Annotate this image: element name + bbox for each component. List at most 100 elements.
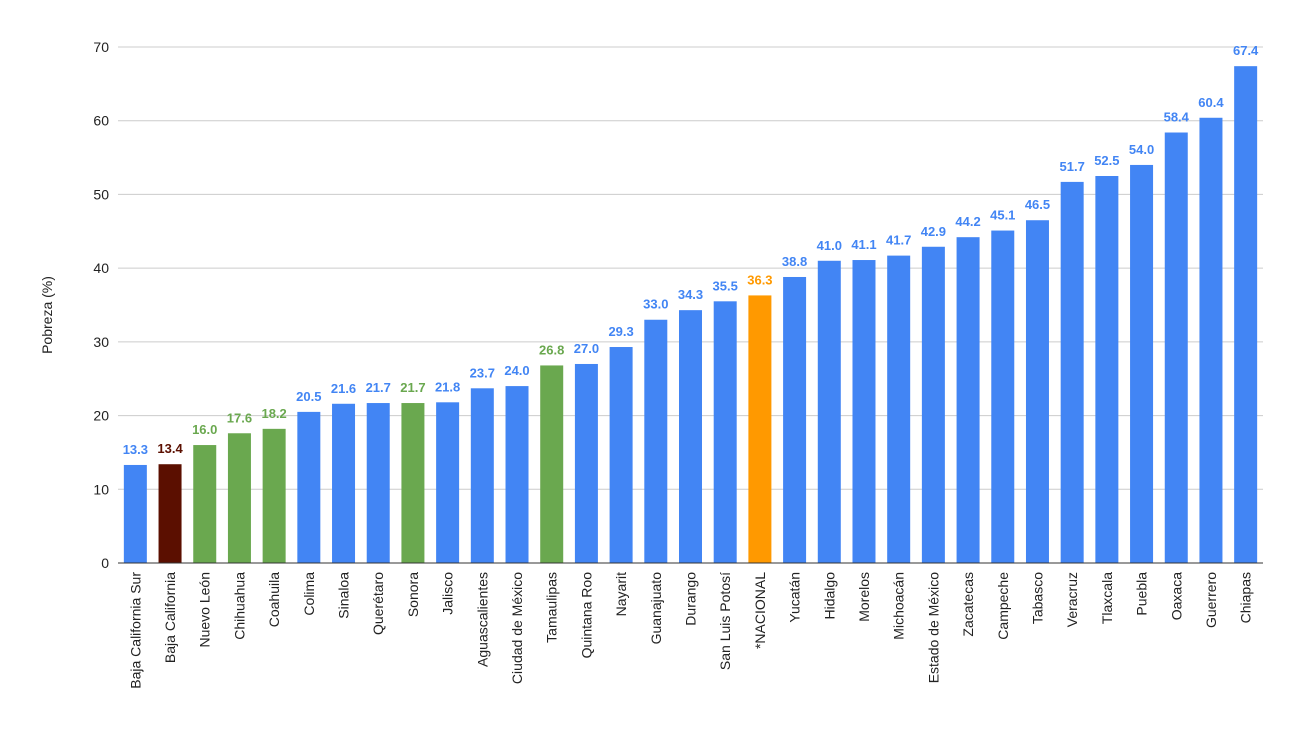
category-label: Chihuahua <box>231 572 247 640</box>
category-label: Baja California <box>162 572 178 663</box>
data-label: 24.0 <box>504 363 529 378</box>
bar <box>956 237 980 563</box>
bar <box>332 403 356 563</box>
bar <box>713 301 737 563</box>
data-label: 35.5 <box>713 278 738 293</box>
category-label: Sinaloa <box>336 572 352 619</box>
data-label: 58.4 <box>1164 110 1190 125</box>
data-label: 54.0 <box>1129 142 1154 157</box>
data-label: 51.7 <box>1060 159 1085 174</box>
category-label: *NACIONAL <box>752 572 768 649</box>
y-tick-label: 30 <box>93 334 109 350</box>
bar <box>1025 220 1049 563</box>
bar <box>436 402 460 563</box>
category-label: Zacatecas <box>960 572 976 637</box>
bar <box>1130 164 1154 563</box>
category-label: Hidalgo <box>821 572 837 620</box>
category-label: Quintana Roo <box>578 572 594 659</box>
bar <box>1060 181 1084 563</box>
bar <box>817 260 841 563</box>
category-label: Puebla <box>1134 572 1150 616</box>
data-label: 29.3 <box>608 324 633 339</box>
category-label: Querétaro <box>370 572 386 635</box>
data-label: 67.4 <box>1233 43 1259 58</box>
data-label: 42.9 <box>921 224 946 239</box>
bar <box>193 445 217 563</box>
category-label: Chiapas <box>1238 572 1254 623</box>
category-label: Oaxaca <box>1168 572 1184 620</box>
bar <box>505 386 529 563</box>
y-tick-label: 40 <box>93 260 109 276</box>
category-label: Estado de México <box>925 572 941 683</box>
bar <box>887 255 911 563</box>
data-label: 21.7 <box>366 380 391 395</box>
category-label: San Luis Potosí <box>717 572 733 670</box>
y-axis-ticks: 0 10 20 30 40 50 60 70 <box>93 39 109 571</box>
y-tick-label: 50 <box>93 186 109 202</box>
bar <box>123 464 147 563</box>
data-label: 36.3 <box>747 272 772 287</box>
bar <box>644 319 668 563</box>
data-label: 52.5 <box>1094 153 1119 168</box>
category-label: Yucatán <box>787 572 803 623</box>
category-label: Baja California Sur <box>127 572 143 689</box>
data-label: 44.2 <box>955 214 980 229</box>
category-label: Jalisco <box>440 572 456 615</box>
bar <box>262 428 286 563</box>
data-label: 27.0 <box>574 341 599 356</box>
bar <box>1095 176 1119 563</box>
category-label: Ciudad de México <box>509 572 525 684</box>
data-label: 21.8 <box>435 379 460 394</box>
bar <box>921 246 945 563</box>
bar <box>1234 66 1258 563</box>
category-label: Aguascalientes <box>474 572 490 667</box>
data-labels: 13.3 13.4 16.0 17.6 18.2 20.5 21.6 21.7 21.7 21.8… <box>123 43 1259 457</box>
data-label: 21.6 <box>331 381 356 396</box>
bar <box>297 411 321 563</box>
data-label: 34.3 <box>678 287 703 302</box>
data-label: 26.8 <box>539 342 564 357</box>
category-label: Guerrero <box>1203 572 1219 628</box>
data-label: 17.6 <box>227 410 252 425</box>
y-tick-label: 0 <box>101 555 109 571</box>
category-labels: Baja California Sur Baja California Nuevo … <box>127 572 1253 689</box>
bar <box>401 403 425 563</box>
data-label: 21.7 <box>400 380 425 395</box>
category-label: Colima <box>301 572 317 616</box>
category-label: Coahuila <box>266 572 282 627</box>
category-label: Morelos <box>856 572 872 622</box>
bar <box>227 433 251 563</box>
y-tick-label: 20 <box>93 408 109 424</box>
category-label: Veracruz <box>1064 572 1080 627</box>
bar <box>609 347 633 563</box>
category-label: Sonora <box>405 572 421 617</box>
data-label: 41.1 <box>851 237 876 252</box>
data-label: 23.7 <box>470 365 495 380</box>
y-tick-label: 10 <box>93 481 109 497</box>
data-label: 20.5 <box>296 389 321 404</box>
category-label: Nuevo León <box>197 572 213 648</box>
bar <box>366 403 390 563</box>
category-label: Nayarit <box>613 572 629 616</box>
bar <box>1199 117 1223 563</box>
bar <box>852 260 876 563</box>
bar <box>158 464 182 563</box>
category-label: Tamaulipas <box>544 572 560 643</box>
y-axis-label: Pobreza (%) <box>39 276 55 354</box>
bar <box>574 363 598 563</box>
bar <box>540 365 564 563</box>
category-label: Guanajuato <box>648 572 664 645</box>
category-label: Durango <box>683 572 699 626</box>
bars <box>123 66 1258 563</box>
data-label: 46.5 <box>1025 197 1050 212</box>
bar <box>991 230 1015 563</box>
bar <box>783 276 807 563</box>
data-label: 13.3 <box>123 442 148 457</box>
data-label: 38.8 <box>782 254 807 269</box>
category-label: Campeche <box>995 572 1011 640</box>
data-label: 33.0 <box>643 297 668 312</box>
bar <box>679 310 702 563</box>
data-label: 18.2 <box>261 406 286 421</box>
y-tick-label: 60 <box>93 113 109 129</box>
